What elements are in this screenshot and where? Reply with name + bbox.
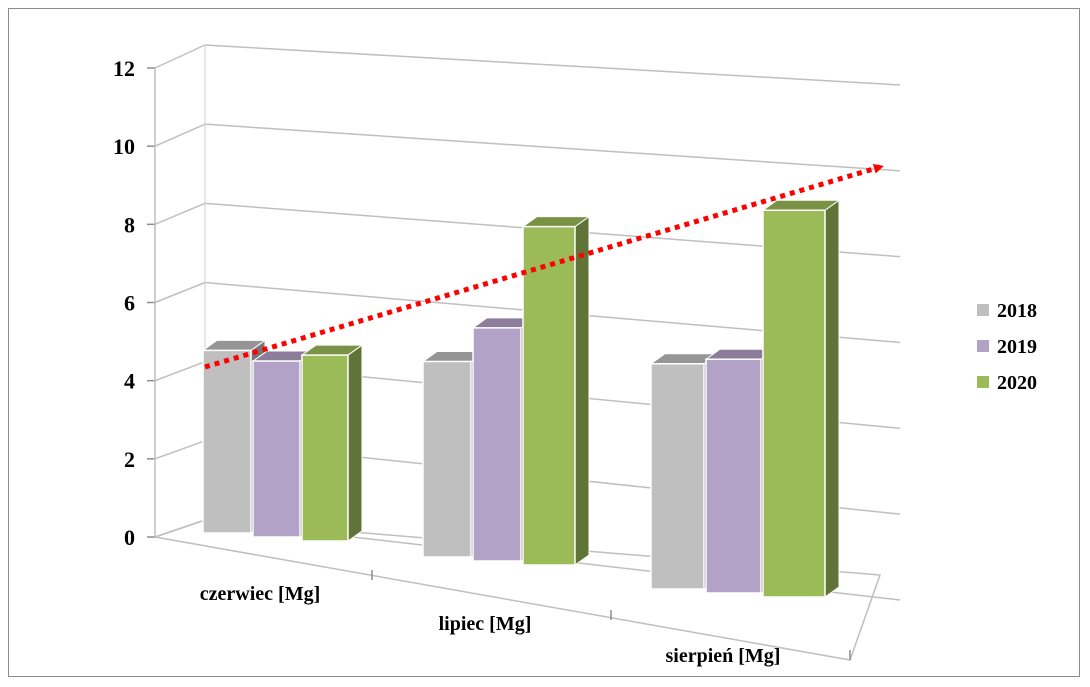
bar-top — [761, 199, 841, 211]
bar-2019 — [472, 327, 522, 562]
gridline — [204, 44, 901, 86]
grid-diagonal — [154, 44, 206, 69]
x-category-label: sierpień [Mg] — [666, 645, 781, 667]
bar-2020 — [301, 354, 349, 542]
legend-swatch — [977, 340, 989, 352]
x-axis-categories: czerwiec [Mg] lipiec [Mg] sierpień [Mg] — [200, 570, 851, 667]
y-tick-label: 8 — [124, 212, 135, 237]
y-tick-label: 0 — [124, 525, 135, 550]
y-tick-label: 10 — [113, 134, 135, 159]
y-axis-ticks: 0 2 4 6 8 10 12 — [113, 56, 135, 550]
legend-label: 2020 — [997, 372, 1037, 394]
grid-diagonal — [154, 123, 206, 147]
floor — [154, 519, 882, 661]
bar-2020 — [522, 225, 576, 566]
grid-diagonal — [154, 202, 206, 226]
grid-diagonal — [154, 281, 206, 304]
trend-arrow — [204, 163, 884, 370]
y-tick-label: 12 — [113, 56, 135, 81]
bar-2019 — [252, 360, 301, 538]
y-tick-label: 6 — [124, 291, 135, 316]
grid-diagonal — [154, 360, 206, 382]
bar-2018 — [650, 363, 705, 590]
grid-diagonal — [154, 440, 206, 460]
bar-2018 — [422, 360, 472, 558]
y-tick-label: 2 — [124, 447, 135, 472]
bar-2019 — [705, 358, 762, 594]
legend-swatch — [977, 376, 989, 388]
bar-side — [574, 215, 590, 566]
legend-label: 2019 — [997, 336, 1037, 358]
bar-2020 — [762, 209, 826, 598]
bar-side — [824, 199, 840, 598]
trend-arrow-line — [204, 163, 884, 370]
bars — [201, 199, 841, 598]
gridline — [204, 123, 901, 172]
x-category-label: lipiec [Mg] — [439, 613, 532, 635]
legend: 2018 2019 2020 — [977, 300, 1037, 394]
bar-2018 — [202, 349, 252, 534]
bar-side — [347, 344, 363, 542]
legend-swatch — [977, 304, 989, 316]
legend-label: 2018 — [997, 300, 1037, 322]
x-category-label: czerwiec [Mg] — [200, 583, 320, 605]
y-tick-label: 4 — [124, 369, 135, 394]
